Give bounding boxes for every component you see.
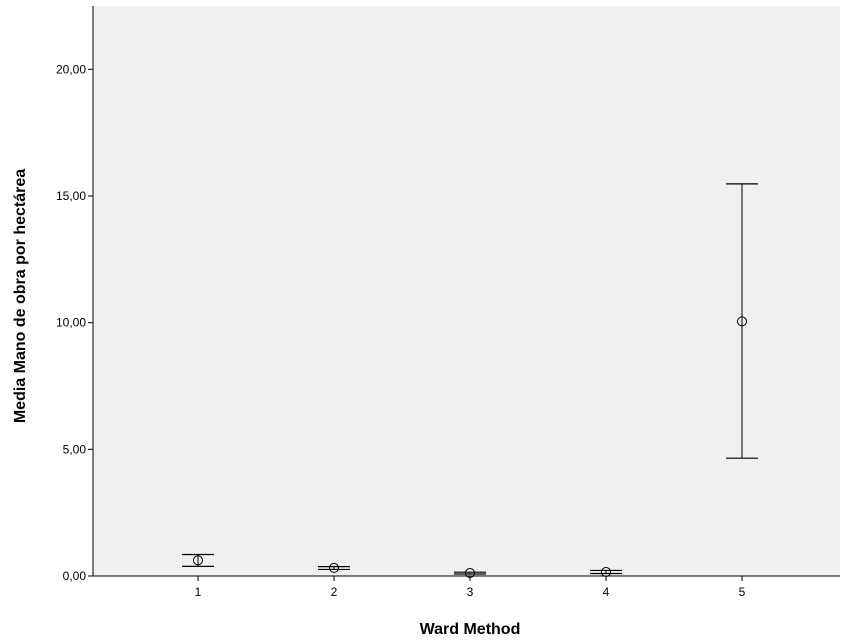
y-axis-ticks: 0,00 5,00 10,00 15,00 20,00 — [56, 62, 93, 583]
x-tick-label: 3 — [467, 585, 474, 599]
x-tick-label: 4 — [603, 585, 610, 599]
mean-marker — [329, 562, 339, 573]
y-tick-label: 10,00 — [56, 316, 86, 330]
x-tick-label: 2 — [331, 585, 338, 599]
plot-area — [93, 6, 840, 576]
x-axis-ticks: 1 2 3 4 5 — [195, 576, 746, 599]
y-tick-label: 5,00 — [63, 442, 87, 456]
x-tick-label: 5 — [739, 585, 746, 599]
y-tick-label: 15,00 — [56, 189, 86, 203]
x-axis-title: Ward Method — [420, 621, 521, 638]
mean-marker — [193, 555, 203, 566]
chart-marks — [182, 183, 758, 578]
mean-marker — [737, 316, 747, 327]
y-tick-label: 0,00 — [63, 569, 87, 583]
y-tick-label: 20,00 — [56, 62, 86, 76]
x-tick-label: 1 — [195, 585, 202, 599]
y-axis-title: Media Mano de obra por hectárea — [12, 169, 29, 423]
